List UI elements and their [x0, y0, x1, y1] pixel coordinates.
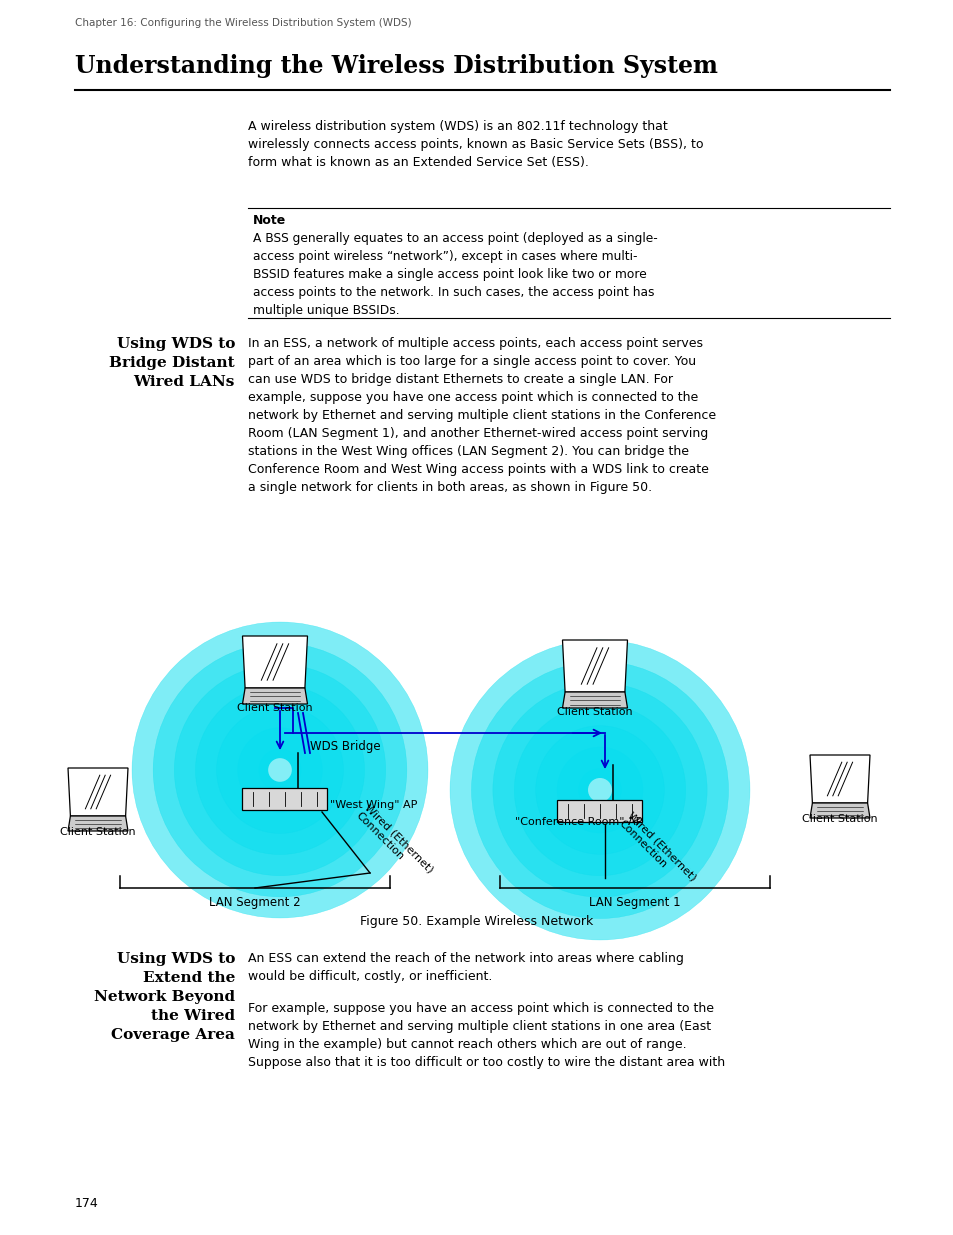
Text: LAN Segment 1: LAN Segment 1 — [589, 897, 680, 909]
Polygon shape — [242, 636, 307, 688]
Circle shape — [587, 778, 612, 802]
Circle shape — [450, 640, 749, 940]
Polygon shape — [557, 800, 641, 823]
Text: Note: Note — [253, 214, 286, 227]
Circle shape — [216, 706, 343, 834]
Polygon shape — [242, 788, 327, 810]
Text: Client Station: Client Station — [237, 703, 313, 713]
Polygon shape — [562, 640, 627, 692]
Text: Using WDS to
Extend the
Network Beyond
the Wired
Coverage Area: Using WDS to Extend the Network Beyond t… — [93, 952, 234, 1042]
Circle shape — [237, 727, 322, 813]
Text: "West Wing" AP: "West Wing" AP — [330, 800, 416, 810]
Text: For example, suppose you have an access point which is connected to the
network : For example, suppose you have an access … — [248, 1002, 724, 1070]
Polygon shape — [68, 768, 128, 816]
Circle shape — [258, 748, 301, 792]
Text: WDS Bridge: WDS Bridge — [310, 740, 380, 753]
Text: A BSS generally equates to an access point (deployed as a single-
access point w: A BSS generally equates to an access poi… — [253, 232, 657, 317]
Text: 174: 174 — [75, 1197, 99, 1210]
Circle shape — [493, 683, 706, 897]
Text: Wired (Ethernet)
Connection: Wired (Ethernet) Connection — [354, 802, 435, 883]
Circle shape — [557, 747, 642, 832]
Text: Wired (Ethernet)
Connection: Wired (Ethernet) Connection — [617, 810, 697, 892]
Text: Client Station: Client Station — [60, 827, 135, 837]
Text: Chapter 16: Configuring the Wireless Distribution System (WDS): Chapter 16: Configuring the Wireless Dis… — [75, 19, 411, 28]
Text: In an ESS, a network of multiple access points, each access point serves
part of: In an ESS, a network of multiple access … — [248, 337, 716, 494]
Circle shape — [514, 704, 685, 876]
Circle shape — [174, 664, 385, 876]
Circle shape — [536, 726, 663, 855]
Circle shape — [268, 758, 292, 782]
Text: A wireless distribution system (WDS) is an 802.11f technology that
wirelessly co: A wireless distribution system (WDS) is … — [248, 120, 702, 169]
Circle shape — [578, 768, 620, 811]
Text: Figure 50. Example Wireless Network: Figure 50. Example Wireless Network — [360, 915, 593, 927]
Polygon shape — [68, 816, 128, 831]
Circle shape — [471, 662, 728, 919]
Circle shape — [153, 643, 406, 897]
Text: LAN Segment 2: LAN Segment 2 — [209, 897, 300, 909]
Polygon shape — [809, 755, 869, 803]
Polygon shape — [242, 688, 307, 704]
Polygon shape — [809, 803, 869, 818]
Text: "Conference Room" AP: "Conference Room" AP — [515, 818, 641, 827]
Circle shape — [195, 685, 364, 855]
Polygon shape — [562, 692, 627, 708]
Text: Client Station: Client Station — [801, 814, 877, 824]
Text: Using WDS to
Bridge Distant
Wired LANs: Using WDS to Bridge Distant Wired LANs — [110, 337, 234, 389]
Text: Understanding the Wireless Distribution System: Understanding the Wireless Distribution … — [75, 54, 717, 78]
Circle shape — [132, 622, 428, 918]
Text: An ESS can extend the reach of the network into areas where cabling
would be dif: An ESS can extend the reach of the netwo… — [248, 952, 683, 983]
Text: Client Station: Client Station — [557, 706, 632, 718]
